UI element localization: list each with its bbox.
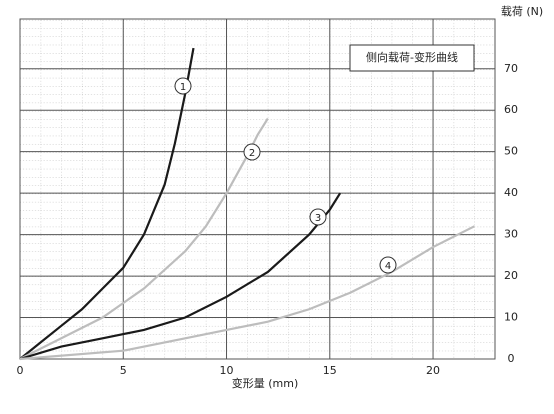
x-tick-label: 0: [17, 364, 24, 377]
series-label: 1: [180, 82, 186, 93]
x-axis-label: 变形量 (mm): [232, 376, 299, 390]
y-tick-label: 40: [504, 186, 518, 199]
series-label-circle: [309, 208, 327, 226]
x-tick-label: 10: [220, 364, 234, 377]
y-tick-label: 0: [508, 352, 515, 365]
y-tick-label: 10: [504, 311, 518, 324]
minor-grid: [20, 19, 495, 359]
x-tick-label: 5: [120, 364, 127, 377]
y-tick-label: 20: [504, 269, 518, 282]
title-box: [349, 44, 475, 72]
y-tick-label: 70: [504, 62, 518, 75]
series-line: [19, 225, 475, 361]
series-line: [19, 47, 195, 360]
y-tick-label: 60: [504, 103, 518, 116]
series-label-circle: [379, 256, 397, 274]
series-label: 3: [315, 213, 321, 224]
series-label: 4: [385, 261, 391, 272]
y-axis-label: 载荷 (N): [501, 5, 543, 18]
series-label-circle: [243, 143, 261, 161]
x-tick-label: 20: [426, 364, 440, 377]
y-tick-label: 30: [504, 228, 518, 241]
x-tick-label: 15: [323, 364, 337, 377]
y-tick-label: 50: [504, 145, 518, 158]
series-label: 2: [249, 148, 255, 159]
series-label-circle: [174, 77, 192, 95]
chart-title: 侧向载荷-变形曲线: [366, 50, 458, 64]
